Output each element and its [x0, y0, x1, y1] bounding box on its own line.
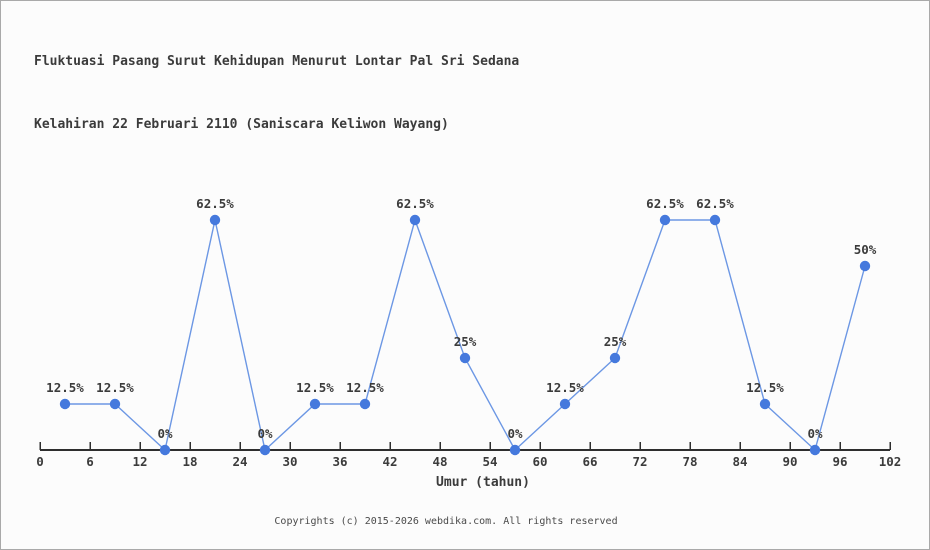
- data-point-label: 62.5%: [696, 196, 734, 211]
- x-axis-tick-label: 42: [382, 454, 397, 469]
- data-point-label: 12.5%: [46, 380, 84, 395]
- x-axis-tick-label: 66: [582, 454, 597, 469]
- data-point-marker: [559, 398, 571, 410]
- data-point-marker: [459, 352, 471, 364]
- x-axis-tick-label: 0: [36, 454, 44, 469]
- x-axis-tick-label: 12: [132, 454, 147, 469]
- data-point-label: 0%: [157, 426, 173, 441]
- x-axis-tick-label: 30: [282, 454, 297, 469]
- data-point-marker: [309, 398, 321, 410]
- x-axis-tick-label: 78: [682, 454, 697, 469]
- data-point-marker: [759, 398, 771, 410]
- data-point-marker: [709, 214, 721, 226]
- x-axis-tick-label: 36: [332, 454, 347, 469]
- x-axis-tick-label: 48: [432, 454, 447, 469]
- x-axis-tick-label: 96: [832, 454, 847, 469]
- data-point-marker: [359, 398, 371, 410]
- data-point-label: 25%: [454, 334, 477, 349]
- data-point-label: 62.5%: [646, 196, 684, 211]
- copyright-text: Copyrights (c) 2015-2026 webdika.com. Al…: [274, 516, 618, 527]
- data-point-label: 50%: [854, 242, 877, 257]
- data-point-marker: [859, 260, 871, 272]
- x-axis-tick-label: 6: [86, 454, 94, 469]
- data-point-marker: [809, 444, 821, 456]
- data-point-label: 25%: [604, 334, 627, 349]
- data-point-marker: [209, 214, 221, 226]
- data-point-label: 62.5%: [196, 196, 234, 211]
- data-point-label: 0%: [807, 426, 823, 441]
- x-axis-tick-label: 60: [532, 454, 547, 469]
- data-point-marker: [509, 444, 521, 456]
- data-point-marker: [259, 444, 271, 456]
- x-axis-tick-label: 102: [879, 454, 902, 469]
- x-axis-title: Umur (tahun): [436, 475, 530, 490]
- x-axis-tick-label: 18: [182, 454, 197, 469]
- data-point-label: 12.5%: [346, 380, 384, 395]
- data-point-label: 12.5%: [296, 380, 334, 395]
- x-axis-tick-label: 84: [732, 454, 747, 469]
- data-point-marker: [609, 352, 621, 364]
- x-axis-tick-label: 90: [782, 454, 797, 469]
- x-axis-tick-label: 72: [632, 454, 647, 469]
- data-point-label: 0%: [507, 426, 523, 441]
- data-point-label: 12.5%: [546, 380, 584, 395]
- data-point-label: 12.5%: [746, 380, 784, 395]
- data-point-marker: [109, 398, 121, 410]
- data-point-marker: [409, 214, 421, 226]
- page-title-line2: Kelahiran 22 Februari 2110 (Saniscara Ke…: [34, 117, 449, 132]
- x-axis-tick-label: 54: [482, 454, 497, 469]
- data-point-label: 0%: [257, 426, 273, 441]
- data-point-label: 62.5%: [396, 196, 434, 211]
- page-title-line1: Fluktuasi Pasang Surut Kehidupan Menurut…: [34, 54, 520, 69]
- data-point-marker: [159, 444, 171, 456]
- data-point-marker: [59, 398, 71, 410]
- data-point-marker: [659, 214, 671, 226]
- data-point-label: 12.5%: [96, 380, 134, 395]
- x-axis-tick-label: 24: [232, 454, 247, 469]
- page-title: Fluktuasi Pasang Surut Kehidupan Menurut…: [34, 9, 519, 177]
